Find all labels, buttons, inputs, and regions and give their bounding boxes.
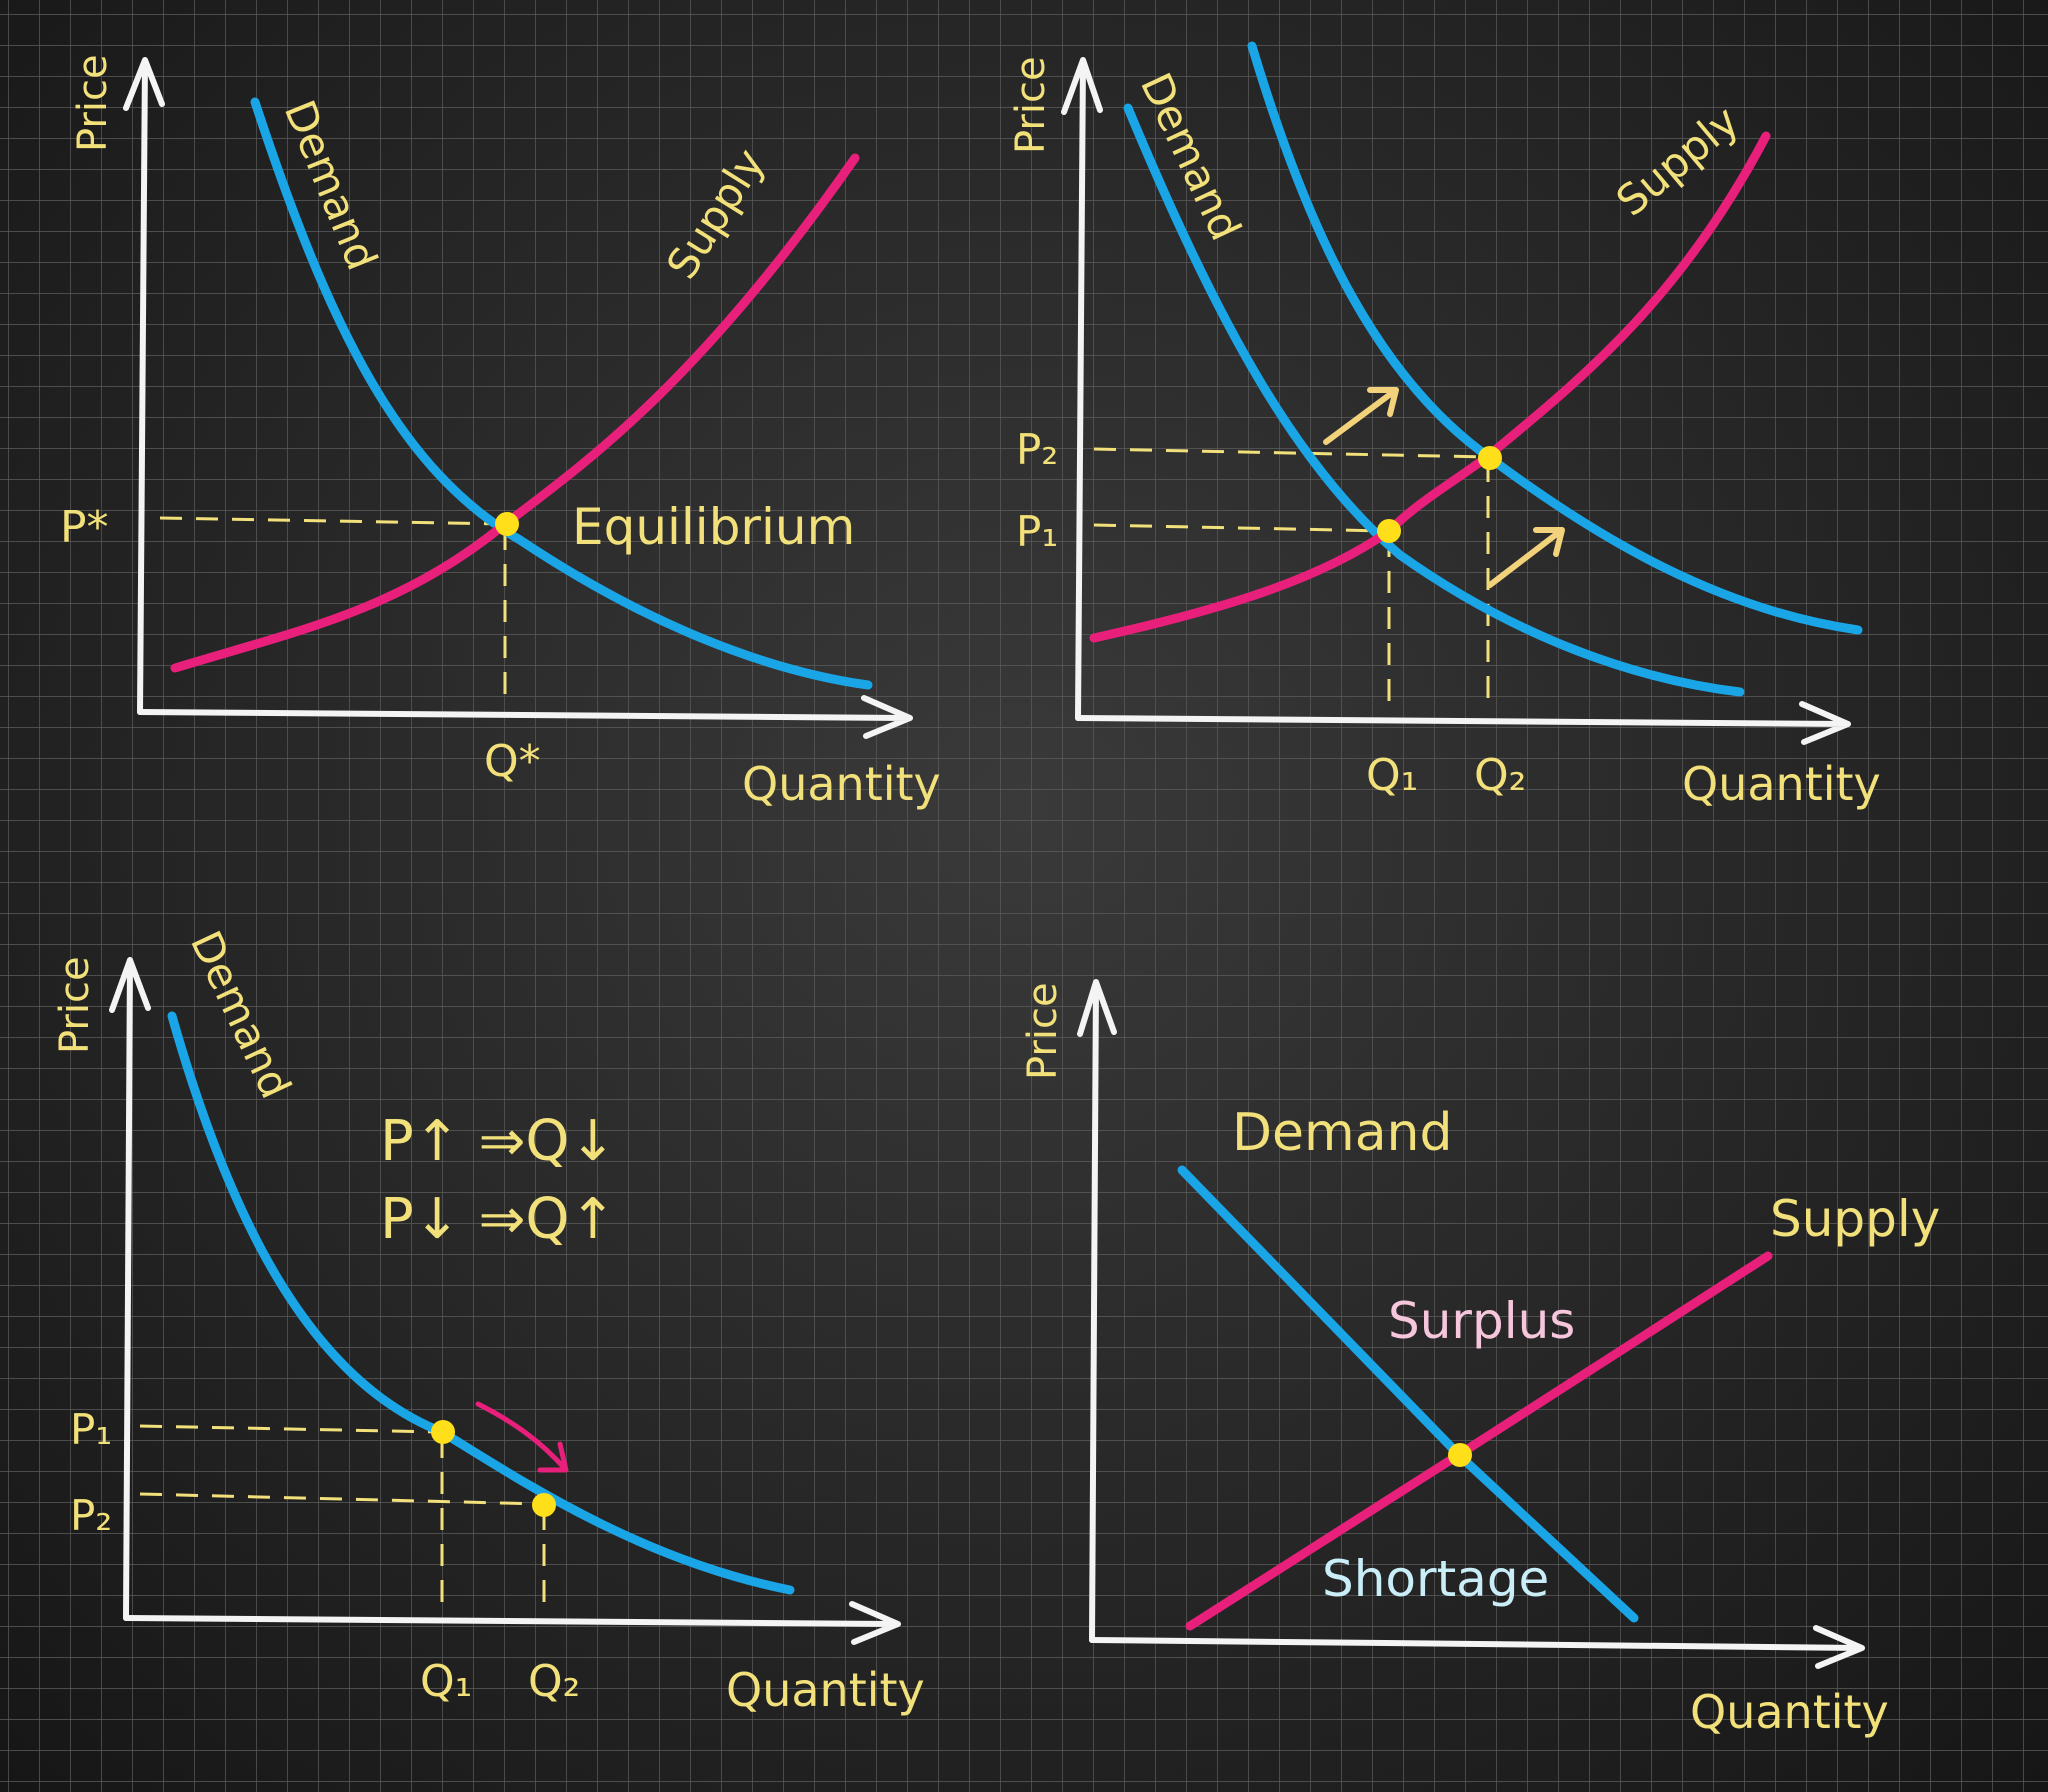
y-axis <box>1077 979 1117 1643</box>
q1-label: Q₁ <box>420 1656 472 1707</box>
equilibrium-point-1 <box>1377 519 1401 543</box>
equilibrium-label: Equilibrium <box>572 498 855 556</box>
p1-label: P₁ <box>70 1405 112 1454</box>
q2-label: Q₂ <box>1474 750 1526 801</box>
supply-label: Supply <box>1770 1190 1940 1248</box>
x-axis-label: Quantity <box>1682 757 1881 811</box>
p2-guide-line <box>139 1492 543 1506</box>
point-2 <box>532 1493 556 1517</box>
y-axis-label: Price <box>1020 982 1066 1080</box>
quantity-label: Q* <box>484 736 541 787</box>
demand-curve-original <box>1123 103 1745 697</box>
price-label: P* <box>60 502 109 553</box>
y-axis-label: Price <box>70 54 116 152</box>
demand-curve <box>167 1011 795 1595</box>
p2-label: P₂ <box>1016 425 1058 474</box>
panel-law-of-demand: Price Quantity Demand P↑ ⇒Q↓ P↓ ⇒Q↑ P₁ P… <box>52 924 925 1717</box>
equilibrium-point <box>495 512 519 536</box>
x-axis <box>137 695 913 739</box>
movement-arrow <box>475 1401 569 1473</box>
y-axis <box>1061 57 1103 721</box>
demand-label: Demand <box>1232 1103 1453 1163</box>
q2-label: Q₂ <box>528 1656 580 1707</box>
y-axis-label: Price <box>1008 56 1054 154</box>
p1-guide-line <box>139 1424 441 1434</box>
supply-curve <box>1089 131 1771 643</box>
y-axis <box>123 57 165 715</box>
equilibrium-point <box>1448 1443 1472 1467</box>
p2-label: P₂ <box>70 1491 112 1540</box>
x-axis-label: Quantity <box>742 757 941 811</box>
shift-arrow-upper <box>1323 387 1399 445</box>
p1-guide-line <box>1093 523 1389 533</box>
x-axis-label: Quantity <box>726 1663 925 1717</box>
rule-price-up: P↑ ⇒Q↓ <box>380 1109 616 1174</box>
shift-arrow-lower <box>1487 527 1565 588</box>
x-axis <box>123 1601 901 1645</box>
q1-label: Q₁ <box>1366 750 1418 801</box>
x-axis-label: Quantity <box>1690 1685 1889 1739</box>
p2-guide-line <box>1093 447 1489 459</box>
p1-label: P₁ <box>1016 507 1058 556</box>
panel-surplus-shortage: Price Quantity Demand Supply Surplus Sho… <box>1020 979 1940 1739</box>
y-axis <box>109 957 151 1621</box>
point-1 <box>431 1420 455 1444</box>
price-guide-line <box>159 516 506 526</box>
y-axis-label: Price <box>52 956 98 1054</box>
rule-price-down: P↓ ⇒Q↑ <box>380 1187 616 1252</box>
x-axis <box>1089 1625 1865 1669</box>
equilibrium-point-2 <box>1478 446 1502 470</box>
surplus-label: Surplus <box>1388 1292 1575 1350</box>
x-axis <box>1075 701 1851 745</box>
shortage-label: Shortage <box>1322 1550 1549 1608</box>
